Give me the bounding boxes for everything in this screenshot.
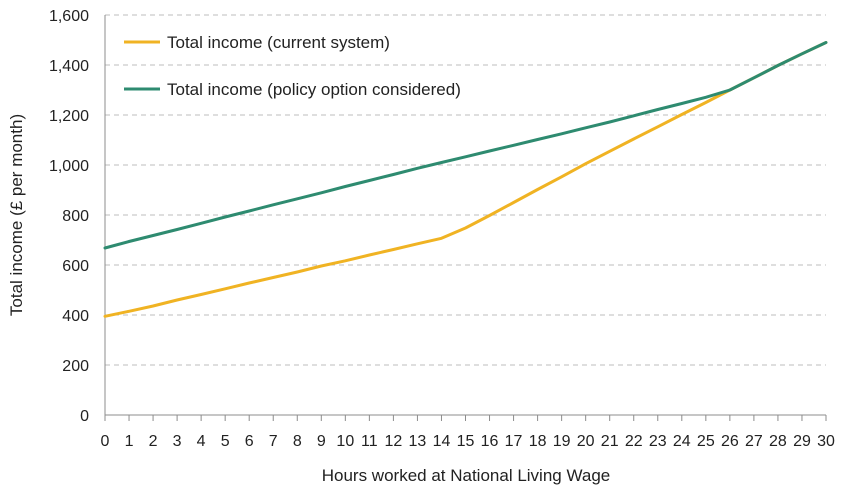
legend-label-current: Total income (current system)	[167, 33, 390, 52]
x-tick-label: 22	[625, 433, 643, 450]
gridlines	[105, 14, 826, 366]
x-tick-label: 25	[697, 433, 715, 450]
y-tick-label: 800	[62, 208, 89, 225]
x-tick-label: 5	[221, 433, 230, 450]
series-line-policy-option	[103, 41, 828, 250]
x-tick-label: 26	[721, 433, 739, 450]
x-tick-label: 1	[125, 433, 134, 450]
x-tick-label: 24	[673, 433, 691, 450]
x-tick-label: 29	[793, 433, 811, 450]
x-tick-label: 21	[601, 433, 619, 450]
legend-label-policy: Total income (policy option considered)	[167, 80, 461, 99]
x-tick-label: 0	[101, 433, 110, 450]
x-tick-label: 7	[269, 433, 278, 450]
y-tick-label: 1,200	[49, 108, 89, 125]
x-tick-label: 10	[336, 433, 354, 450]
x-tick-label: 14	[433, 433, 451, 450]
x-tick-label: 27	[745, 433, 763, 450]
x-tick-label: 19	[553, 433, 571, 450]
series-line-current-system	[103, 41, 828, 318]
series-lines	[103, 41, 828, 318]
x-tick-label: 11	[361, 433, 378, 450]
x-axis-title: Hours worked at National Living Wage	[322, 466, 611, 485]
x-tick-label: 28	[769, 433, 787, 450]
axes	[104, 15, 827, 421]
x-tick-label: 23	[649, 433, 667, 450]
y-tick-label: 600	[62, 258, 89, 275]
x-tick-label: 16	[481, 433, 499, 450]
x-tick-label: 30	[817, 433, 835, 450]
x-tick-label: 15	[457, 433, 475, 450]
x-tick-label: 4	[197, 433, 206, 450]
y-axis-title: Total income (£ per month)	[7, 114, 26, 316]
x-tick-label: 20	[577, 433, 595, 450]
y-tick-label: 1,000	[49, 158, 89, 175]
x-tick-label: 2	[149, 433, 158, 450]
y-tick-label: 0	[80, 408, 89, 425]
x-tick-label: 12	[385, 433, 403, 450]
x-tick-label: 9	[317, 433, 326, 450]
y-tick-label: 200	[62, 358, 89, 375]
x-tick-label: 3	[173, 433, 182, 450]
y-tick-label: 400	[62, 308, 89, 325]
x-tick-label: 13	[409, 433, 427, 450]
legend: Total income (current system) Total inco…	[124, 33, 461, 99]
x-tick-label: 18	[529, 433, 547, 450]
x-tick-label: 8	[293, 433, 302, 450]
x-tick-label: 17	[505, 433, 523, 450]
x-tick-label: 6	[245, 433, 254, 450]
y-tick-label: 1,400	[49, 58, 89, 75]
y-tick-label: 1,600	[49, 8, 89, 25]
